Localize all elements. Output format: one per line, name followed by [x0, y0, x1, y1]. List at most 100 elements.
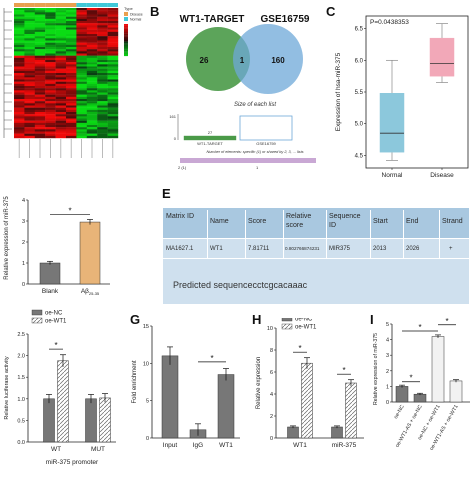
heatmap-cell: [45, 68, 56, 72]
heatmap-cell: [97, 66, 108, 69]
heatmap-cell: [66, 116, 77, 119]
legend-disease: Disease: [130, 13, 143, 17]
heatmap-cell: [86, 25, 98, 28]
heatmap-cell: [66, 81, 77, 85]
heatmap-cell: [34, 96, 46, 100]
heatmap-cell: [76, 92, 87, 95]
heatmap-cell: [14, 86, 25, 89]
heatmap-cell: [34, 127, 46, 130]
panel-f-bar: 0.0 0.5 1.0 1.5 2.0 2.5 Relative luciferase ac…: [0, 308, 122, 474]
heatmap-cell: [107, 10, 119, 13]
heatmap-cell: [34, 131, 46, 134]
heatmap-cell: [45, 27, 56, 30]
heatmap-cell: [107, 107, 119, 111]
heatmap-cell: [24, 129, 35, 132]
chart-f: 0.0 0.5 1.0 1.5 2.0 2.5 Relative luciferase ac…: [4, 309, 116, 466]
heatmap-cell: [45, 34, 56, 37]
heatmap-cell: [66, 42, 77, 46]
y-tick-label: 2: [22, 240, 25, 246]
colorbar-step: [124, 52, 128, 55]
venn-overlap: 1: [240, 56, 245, 65]
heatmap-cell: [34, 125, 46, 128]
cell-relative-score: 0.802766874231: [285, 246, 320, 251]
heatmap-cell: [97, 90, 108, 93]
significance-star: *: [342, 366, 345, 375]
heatmap-cell: [107, 83, 119, 87]
heatmap-cell: [55, 86, 67, 89]
heatmap-cell: [24, 131, 35, 134]
heatmap-cell: [86, 55, 98, 59]
heatmap-cell: [66, 31, 77, 35]
heatmap-cell: [86, 103, 98, 106]
heatmap-cell: [34, 129, 46, 132]
significance-star: *: [409, 374, 412, 383]
heatmap-cell: [107, 129, 119, 132]
legend-normal: Normal: [130, 18, 142, 22]
heatmap-cell: [66, 103, 77, 106]
heatmap-cell: [66, 109, 77, 113]
heatmap-cell: [24, 44, 35, 48]
heatmap-type-strip: [55, 3, 66, 7]
heatmap-cell: [76, 131, 87, 134]
panel-label-c: C: [326, 4, 336, 19]
venn-right-title: GSE16759: [261, 14, 310, 25]
heatmap-cell: [55, 12, 67, 15]
heatmap-cell: [45, 44, 56, 48]
heatmap-cell: [34, 23, 46, 26]
heatmap-cell: [76, 101, 87, 104]
heatmap-cell: [97, 131, 108, 134]
header-score: Score: [248, 218, 267, 225]
heatmap-cell: [55, 40, 67, 43]
heatmap-cell: [97, 73, 108, 76]
heatmap-cell: [14, 57, 25, 61]
heatmap-cell: [14, 83, 25, 87]
heatmap-cell: [34, 68, 46, 72]
heatmap-cell: [76, 105, 87, 108]
heatmap-cell: [76, 25, 87, 28]
size-bar-right: [239, 115, 293, 141]
heatmap-cell: [86, 105, 98, 108]
heatmap-cell: [76, 135, 87, 139]
heatmap-cell: [55, 125, 67, 128]
heatmap-cell: [97, 101, 108, 104]
heatmap-cell: [55, 118, 67, 121]
heatmap-cell: [45, 77, 56, 80]
heatmap-cell: [55, 60, 67, 63]
heatmap-cell: [14, 129, 25, 132]
heatmap-type-strip: [86, 3, 98, 7]
heatmap-cell: [55, 112, 67, 115]
heatmap-cell: [76, 133, 87, 137]
heatmap-cell: [76, 81, 87, 85]
heatmap-cell: [66, 131, 77, 134]
heatmap-cell: [66, 101, 77, 104]
heatmap-cell: [34, 42, 46, 46]
heatmap-cell: [24, 70, 35, 74]
panel-c-boxplot: 4.5 5.0 5.5 6.0 6.5 Expression of hsa-miR-375…: [330, 0, 474, 190]
heatmap-cell: [45, 55, 56, 59]
heatmap-cell: [76, 8, 87, 11]
heatmap-cell: [86, 44, 98, 48]
heatmap-cell: [24, 10, 35, 13]
heatmap-cell: [107, 105, 119, 108]
colorbar-step: [124, 54, 128, 57]
heatmap-cell: [55, 31, 67, 35]
heatmap-cell: [66, 114, 77, 117]
panel-i-bar: 0 1 2 3 4 5 Relative expression of miR-375 oe-N…: [370, 316, 474, 474]
y-tick-label: 4: [270, 392, 273, 398]
heatmap-cell: [107, 16, 119, 20]
x-tick-label: IgG: [193, 442, 203, 449]
heatmap-cell: [66, 29, 77, 33]
heatmap-cell: [14, 8, 25, 11]
shared-tick-2: 1: [256, 165, 259, 170]
heatmap-cell: [97, 86, 108, 89]
heatmap-cell: [45, 53, 56, 56]
heatmap-cell: [24, 90, 35, 93]
heatmap-cell: [24, 42, 35, 46]
heatmap-cell: [86, 116, 98, 119]
legend-swatch-oe-nc: [281, 315, 293, 322]
heatmap-cell: [107, 92, 119, 95]
heatmap-cell: [66, 88, 77, 91]
colorbar-step: [124, 41, 128, 44]
x-axis-label: miR-375 promoter: [46, 459, 99, 466]
heatmap-cell: [14, 127, 25, 130]
